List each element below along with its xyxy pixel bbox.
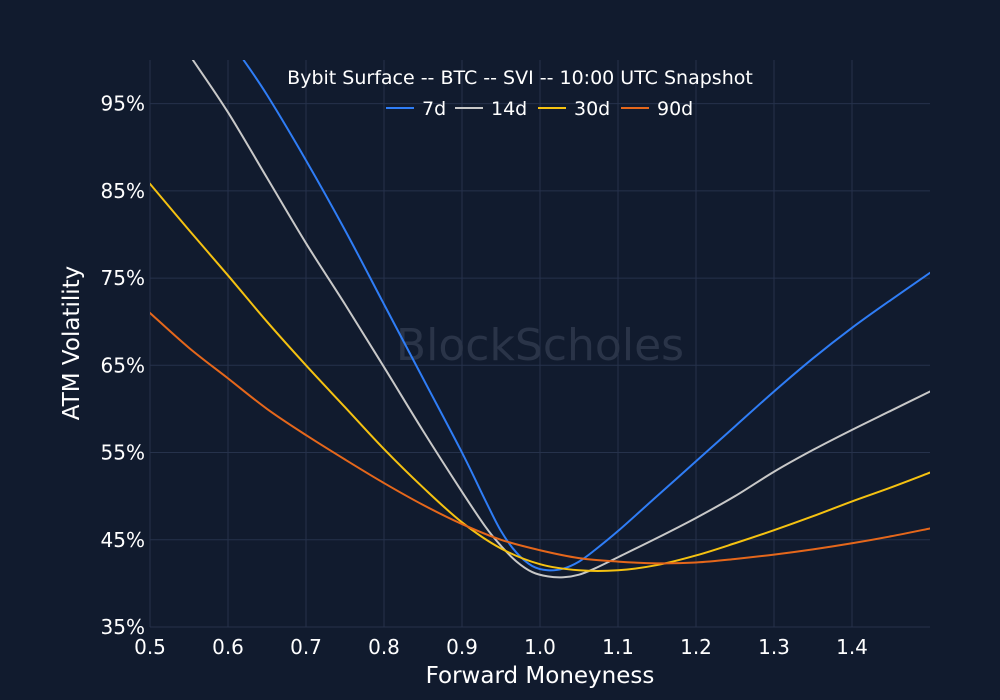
series-line-7d [242,60,930,572]
legend-label: 30d [574,98,610,120]
series-line-90d [150,311,930,565]
y-tick-label: 85% [101,179,145,203]
x-tick-label: 0.9 [446,635,478,659]
x-tick-label: 0.5 [134,635,166,659]
x-tick-label: 0.6 [212,635,244,659]
y-axis-title: ATM Volatility [59,266,85,420]
grid [149,60,930,628]
legend-label: 14d [491,98,527,120]
watermark: BlockScholes [396,320,684,371]
x-tick-label: 0.7 [290,635,322,659]
x-axis-title: Forward Moneyness [426,663,655,689]
x-tick-label: 0.8 [368,635,400,659]
y-axis-ticks: 35% 45% 55% 65% 75% 85% 95% [101,92,145,639]
y-tick-label: 45% [101,528,145,552]
y-tick-label: 55% [101,441,145,465]
x-axis-ticks: 0.5 0.6 0.7 0.8 0.9 1.0 1.1 1.2 1.3 1.4 [134,635,868,659]
x-tick-label: 1.0 [524,635,556,659]
x-tick-label: 1.3 [758,635,790,659]
legend: 7d 14d 30d 90d [386,98,693,120]
legend-item-7d[interactable]: 7d [386,98,446,120]
legend-label: 7d [422,98,446,120]
y-tick-label: 95% [101,92,145,116]
y-tick-label: 35% [101,615,145,639]
y-tick-label: 65% [101,353,145,377]
x-tick-label: 1.2 [680,635,712,659]
series-line-14d [191,60,930,579]
y-tick-label: 75% [101,266,145,290]
legend-item-90d[interactable]: 90d [621,98,693,120]
series-line-30d [150,182,930,573]
legend-label: 90d [657,98,693,120]
series-layer [150,60,930,579]
legend-item-14d[interactable]: 14d [455,98,527,120]
chart-title: Bybit Surface -- BTC -- SVI -- 10:00 UTC… [287,67,753,89]
x-tick-label: 1.1 [602,635,634,659]
legend-item-30d[interactable]: 30d [538,98,610,120]
x-tick-label: 1.4 [836,635,868,659]
